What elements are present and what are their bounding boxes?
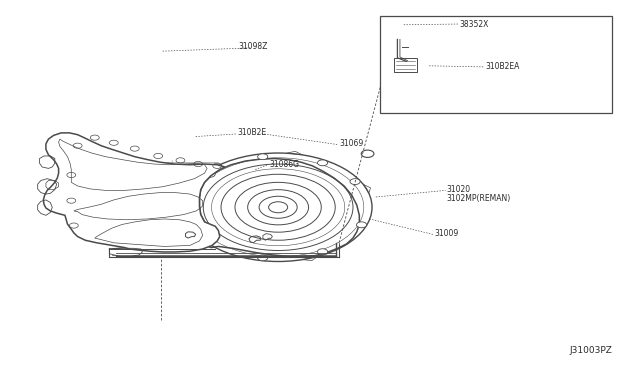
Text: 310B2E: 310B2E <box>237 128 267 137</box>
Bar <box>380 16 612 113</box>
Text: 310B2EA: 310B2EA <box>485 62 519 71</box>
Text: 31009: 31009 <box>434 229 458 238</box>
Text: 38352X: 38352X <box>460 20 489 29</box>
Circle shape <box>356 222 367 228</box>
Circle shape <box>317 160 328 166</box>
Circle shape <box>184 204 195 210</box>
Circle shape <box>205 171 215 177</box>
Polygon shape <box>44 133 225 252</box>
Bar <box>394 58 417 73</box>
Polygon shape <box>200 158 359 256</box>
Circle shape <box>361 150 374 157</box>
Circle shape <box>205 237 215 243</box>
Text: J31003PZ: J31003PZ <box>569 346 612 355</box>
Circle shape <box>317 249 328 254</box>
Text: 31069: 31069 <box>339 140 364 148</box>
Circle shape <box>350 179 360 185</box>
Text: 31086G: 31086G <box>269 160 300 169</box>
Circle shape <box>258 255 268 261</box>
Text: 3102MP(REMAN): 3102MP(REMAN) <box>447 194 511 203</box>
Text: 31098Z: 31098Z <box>239 42 268 51</box>
Circle shape <box>258 154 268 160</box>
Text: 31020: 31020 <box>447 185 471 194</box>
